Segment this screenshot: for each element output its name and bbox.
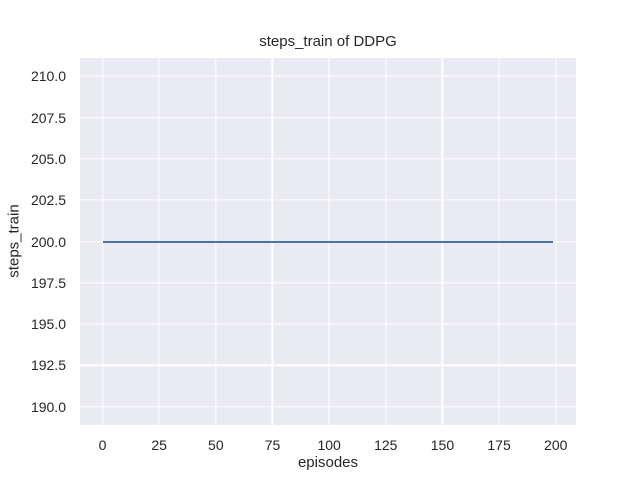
x-tick-labels: 0 25 50 75 100 125 150 175 200 <box>80 437 576 453</box>
plot-area <box>80 58 576 425</box>
x-tick-label: 175 <box>487 437 511 453</box>
y-gridline <box>80 364 576 367</box>
y-tick-label: 210.0 <box>30 68 66 85</box>
y-tick-labels: 190.0 192.5 195.0 197.5 200.0 202.5 205.0 207.5… <box>0 58 66 425</box>
x-axis-label: episodes <box>297 454 359 471</box>
x-tick-label: 50 <box>208 437 224 453</box>
data-line-steps_train <box>102 240 554 243</box>
y-tick-label: 190.0 <box>30 398 66 415</box>
x-tick-label: 0 <box>98 437 107 453</box>
y-gridline <box>80 199 576 201</box>
x-tick-label: 75 <box>264 437 281 453</box>
x-tick-label: 150 <box>430 437 455 453</box>
x-tick-label: 200 <box>544 437 568 453</box>
y-tick-label: 202.5 <box>30 192 66 209</box>
y-gridline <box>80 116 576 119</box>
y-tick-label: 207.5 <box>30 109 66 126</box>
y-gridline <box>80 406 576 408</box>
chart-title: steps_train of DDPG <box>259 33 397 50</box>
y-gridline <box>80 323 576 325</box>
y-gridline <box>80 282 576 284</box>
y-tick-label: 195.0 <box>30 316 66 333</box>
x-tick-label: 25 <box>151 437 167 453</box>
y-tick-label: 192.5 <box>30 357 66 374</box>
y-tick-label: 197.5 <box>30 274 66 291</box>
y-gridline <box>80 158 576 160</box>
y-tick-label: 200.0 <box>30 233 66 250</box>
x-tick-label: 100 <box>317 437 341 453</box>
x-tick-label: 125 <box>374 437 398 453</box>
y-tick-label: 205.0 <box>30 150 66 167</box>
y-gridline <box>80 75 576 77</box>
